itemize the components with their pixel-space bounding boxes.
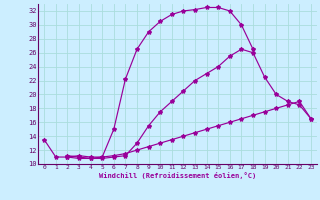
X-axis label: Windchill (Refroidissement éolien,°C): Windchill (Refroidissement éolien,°C) bbox=[99, 172, 256, 179]
